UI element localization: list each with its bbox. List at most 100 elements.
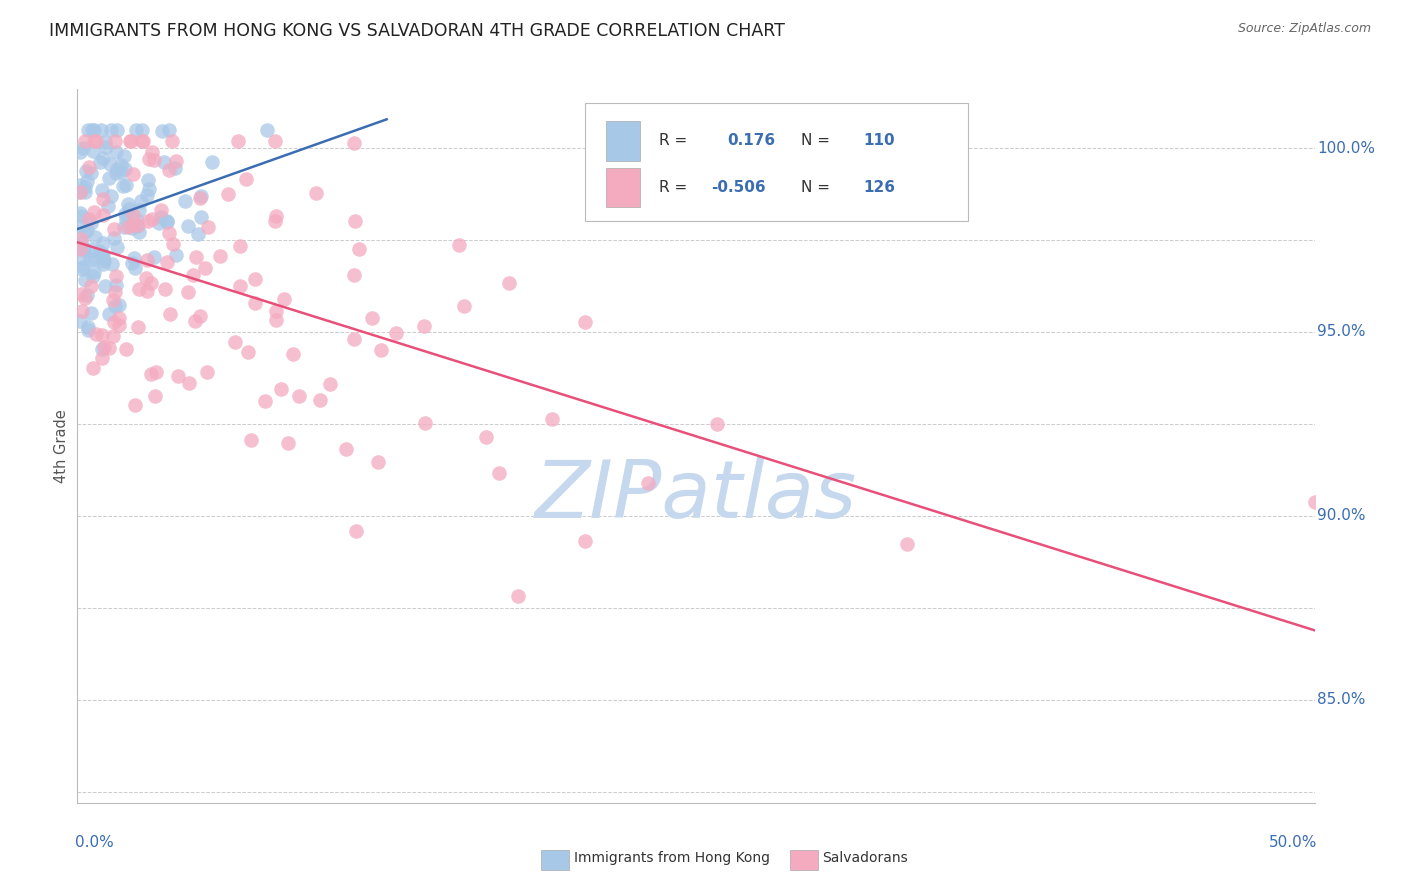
- Point: [84, 229, 107, 244]
- Point: [187, 227, 209, 241]
- Point: [122, 208, 145, 222]
- Point: [131, 122, 153, 136]
- Text: 85.0%: 85.0%: [1317, 692, 1365, 707]
- Point: [141, 145, 163, 159]
- Point: [108, 311, 131, 326]
- Text: N =: N =: [801, 180, 835, 194]
- Point: [129, 194, 152, 209]
- Point: [127, 212, 149, 227]
- Point: [141, 367, 163, 381]
- Text: IMMIGRANTS FROM HONG KONG VS SALVADORAN 4TH GRADE CORRELATION CHART: IMMIGRANTS FROM HONG KONG VS SALVADORAN …: [49, 22, 785, 40]
- Point: [157, 122, 180, 136]
- Point: [115, 178, 138, 193]
- Point: [475, 430, 498, 444]
- Text: R =: R =: [659, 134, 692, 148]
- Point: [124, 398, 146, 412]
- Point: [69, 242, 91, 256]
- Point: [104, 285, 127, 300]
- Point: [100, 189, 122, 203]
- Point: [76, 287, 98, 301]
- Point: [72, 260, 94, 275]
- Point: [136, 187, 159, 202]
- Point: [91, 192, 114, 206]
- Point: [209, 249, 232, 263]
- Point: [120, 134, 142, 148]
- Point: [253, 394, 276, 409]
- Point: [181, 268, 204, 282]
- FancyBboxPatch shape: [606, 121, 640, 161]
- Y-axis label: 4th Grade: 4th Grade: [53, 409, 69, 483]
- Point: [105, 122, 128, 136]
- Point: [83, 265, 105, 279]
- Point: [264, 304, 287, 318]
- Point: [142, 251, 165, 265]
- Point: [93, 253, 115, 268]
- Point: [70, 287, 93, 301]
- Point: [100, 122, 122, 136]
- Point: [101, 293, 124, 308]
- Point: [360, 310, 382, 325]
- Point: [343, 136, 366, 151]
- Point: [110, 165, 132, 179]
- Point: [256, 122, 278, 136]
- Point: [217, 187, 239, 202]
- Point: [91, 182, 114, 196]
- Point: [79, 212, 101, 227]
- Point: [229, 279, 252, 293]
- Point: [105, 166, 128, 180]
- Point: [263, 214, 285, 228]
- Point: [165, 248, 187, 262]
- Point: [273, 292, 295, 306]
- Point: [79, 252, 101, 267]
- Point: [73, 180, 96, 194]
- Point: [226, 134, 249, 148]
- Point: [124, 261, 146, 276]
- Point: [141, 212, 163, 227]
- Point: [370, 343, 392, 358]
- Point: [77, 320, 100, 334]
- Point: [264, 134, 287, 148]
- Point: [80, 166, 103, 180]
- Point: [157, 226, 180, 240]
- Point: [75, 273, 97, 287]
- Point: [103, 315, 125, 329]
- Text: 110: 110: [863, 134, 894, 148]
- Point: [135, 284, 157, 298]
- Point: [128, 225, 150, 239]
- Point: [131, 134, 153, 148]
- Point: [304, 186, 326, 200]
- Point: [105, 240, 128, 254]
- Point: [195, 366, 218, 380]
- Text: Source: ZipAtlas.com: Source: ZipAtlas.com: [1237, 22, 1371, 36]
- Point: [70, 303, 93, 318]
- Point: [94, 278, 117, 293]
- Point: [94, 136, 117, 150]
- Point: [122, 251, 145, 265]
- Point: [145, 389, 167, 403]
- Point: [637, 476, 659, 491]
- Point: [105, 268, 128, 283]
- Point: [77, 160, 100, 174]
- Point: [264, 209, 287, 223]
- Point: [73, 241, 96, 255]
- Point: [174, 194, 197, 208]
- Point: [97, 170, 120, 185]
- Point: [270, 383, 292, 397]
- Point: [70, 219, 93, 234]
- Point: [153, 154, 176, 169]
- Point: [224, 335, 246, 350]
- Point: [150, 211, 173, 225]
- Point: [287, 389, 309, 403]
- Point: [97, 307, 120, 321]
- Point: [97, 199, 120, 213]
- Point: [343, 268, 366, 282]
- Text: R =: R =: [659, 180, 692, 194]
- Point: [82, 361, 104, 376]
- Point: [91, 351, 114, 365]
- Point: [91, 327, 114, 342]
- Point: [136, 214, 159, 228]
- Point: [105, 161, 128, 176]
- Point: [114, 162, 136, 177]
- Point: [91, 251, 114, 265]
- Point: [156, 215, 179, 229]
